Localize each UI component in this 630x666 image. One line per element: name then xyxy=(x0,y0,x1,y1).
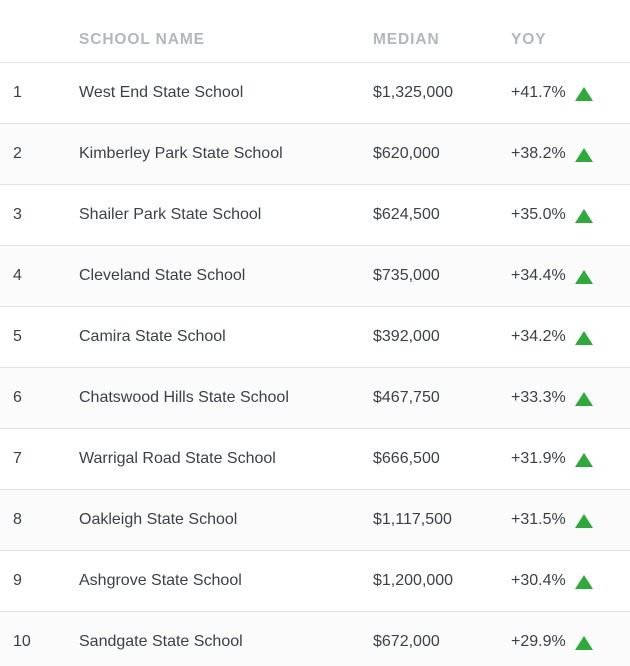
table-header: SCHOOL NAME MEDIAN YOY xyxy=(0,0,630,63)
school-name-cell: Ashgrove State School xyxy=(79,572,242,589)
median-cell: $666,500 xyxy=(373,450,440,467)
up-triangle-icon xyxy=(575,551,595,611)
yoy-cell: +34.4% xyxy=(511,267,566,284)
table-row[interactable]: 2 Kimberley Park State School $620,000 +… xyxy=(0,124,630,185)
up-triangle-icon xyxy=(575,368,595,428)
yoy-cell: +38.2% xyxy=(511,145,566,162)
school-name-cell: Sandgate State School xyxy=(79,633,243,650)
up-triangle-icon xyxy=(575,63,595,123)
table-row[interactable]: 7 Warrigal Road State School $666,500 +3… xyxy=(0,429,630,490)
yoy-cell: +33.3% xyxy=(511,389,566,406)
median-cell: $467,750 xyxy=(373,389,440,406)
school-name-cell: Warrigal Road State School xyxy=(79,450,276,467)
rank-cell: 5 xyxy=(13,328,22,345)
table-row[interactable]: 4 Cleveland State School $735,000 +34.4% xyxy=(0,246,630,307)
median-cell: $624,500 xyxy=(373,206,440,223)
table-row[interactable]: 10 Sandgate State School $672,000 +29.9% xyxy=(0,612,630,666)
school-name-cell: Shailer Park State School xyxy=(79,206,262,223)
yoy-cell: +35.0% xyxy=(511,206,566,223)
table-row[interactable]: 9 Ashgrove State School $1,200,000 +30.4… xyxy=(0,551,630,612)
yoy-cell: +31.5% xyxy=(511,511,566,528)
table-row[interactable]: 1 West End State School $1,325,000 +41.7… xyxy=(0,63,630,124)
school-name-cell: Camira State School xyxy=(79,328,226,345)
school-name-cell: Chatswood Hills State School xyxy=(79,389,289,406)
yoy-cell: +29.9% xyxy=(511,633,566,650)
table-row[interactable]: 3 Shailer Park State School $624,500 +35… xyxy=(0,185,630,246)
yoy-cell: +31.9% xyxy=(511,450,566,467)
up-triangle-icon xyxy=(575,307,595,367)
column-header-median[interactable]: MEDIAN xyxy=(373,31,440,48)
table-row[interactable]: 8 Oakleigh State School $1,117,500 +31.5… xyxy=(0,490,630,551)
column-header-school-name[interactable]: SCHOOL NAME xyxy=(79,31,205,48)
median-cell: $1,200,000 xyxy=(373,572,454,589)
school-name-cell: Kimberley Park State School xyxy=(79,145,283,162)
up-triangle-icon xyxy=(575,612,595,666)
rank-cell: 6 xyxy=(13,389,22,406)
school-name-cell: West End State School xyxy=(79,84,244,101)
rank-cell: 4 xyxy=(13,267,22,284)
rank-cell: 2 xyxy=(13,145,22,162)
median-cell: $1,325,000 xyxy=(373,84,454,101)
table-row[interactable]: 6 Chatswood Hills State School $467,750 … xyxy=(0,368,630,429)
yoy-cell: +41.7% xyxy=(511,84,566,101)
median-cell: $1,117,500 xyxy=(373,511,452,528)
table-row[interactable]: 5 Camira State School $392,000 +34.2% xyxy=(0,307,630,368)
school-name-cell: Cleveland State School xyxy=(79,267,246,284)
median-cell: $672,000 xyxy=(373,633,440,650)
rank-cell: 3 xyxy=(13,206,22,223)
up-triangle-icon xyxy=(575,124,595,184)
rank-cell: 8 xyxy=(13,511,22,528)
up-triangle-icon xyxy=(575,429,595,489)
up-triangle-icon xyxy=(575,185,595,245)
median-cell: $620,000 xyxy=(373,145,440,162)
column-header-yoy[interactable]: YOY xyxy=(511,31,547,48)
up-triangle-icon xyxy=(575,490,595,550)
school-name-cell: Oakleigh State School xyxy=(79,511,238,528)
median-cell: $735,000 xyxy=(373,267,440,284)
rank-cell: 9 xyxy=(13,572,22,589)
rank-cell: 10 xyxy=(13,633,31,650)
up-triangle-icon xyxy=(575,246,595,306)
rank-cell: 7 xyxy=(13,450,22,467)
yoy-cell: +34.2% xyxy=(511,328,566,345)
rank-cell: 1 xyxy=(13,84,22,101)
median-cell: $392,000 xyxy=(373,328,440,345)
yoy-cell: +30.4% xyxy=(511,572,566,589)
